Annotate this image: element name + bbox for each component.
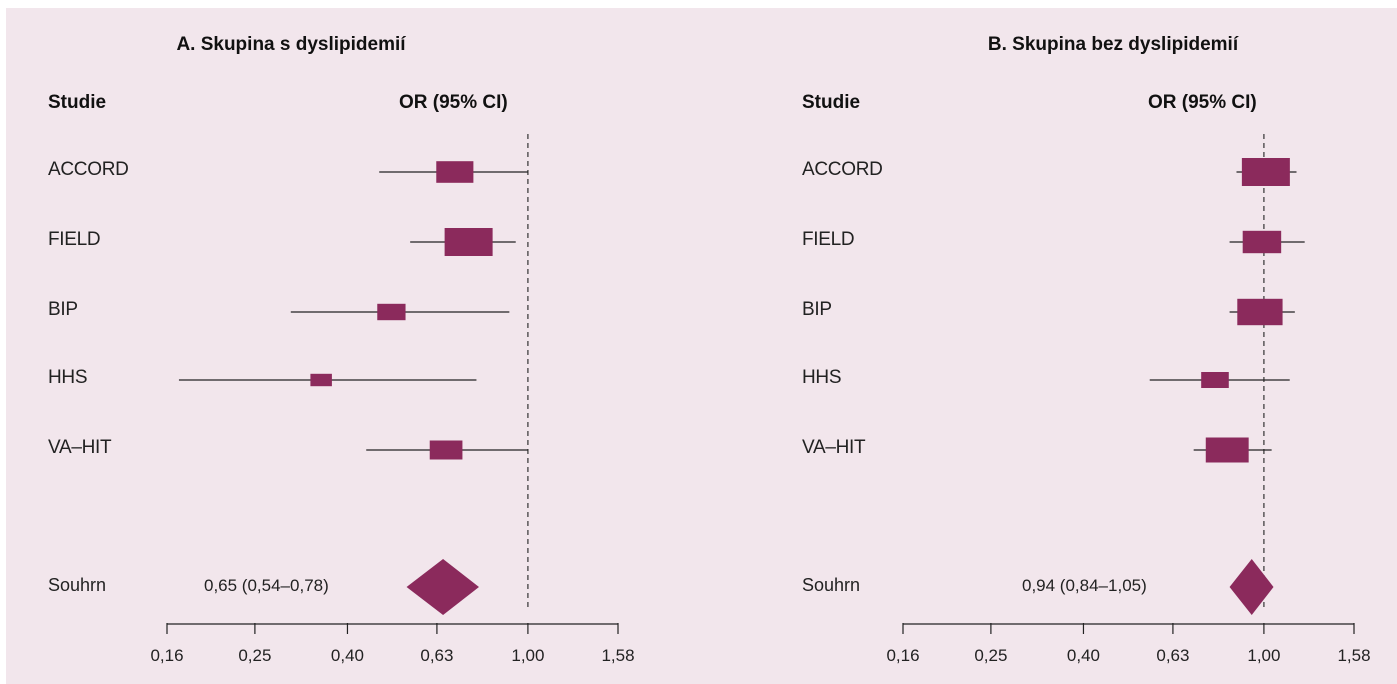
study-column-header: Studie xyxy=(802,92,861,113)
panel-a: A. Skupina s dyslipidemií Studie OR (95% C… xyxy=(6,8,701,684)
x-tick-label: 0,25 xyxy=(974,646,1007,665)
panel-title: B. Skupina bez dyslipidemií xyxy=(987,34,1239,55)
x-tick-label: 1,58 xyxy=(601,646,634,665)
study-estimate-box xyxy=(1237,298,1283,326)
forest-plot-area: 0,16 0,25 0,40 0,63 1,00 1,58 xyxy=(150,134,635,665)
x-tick-label: 1,58 xyxy=(1337,646,1370,665)
x-tick-label: 1,00 xyxy=(1247,646,1280,665)
study-label: FIELD xyxy=(802,229,855,250)
summary-label: Souhrn xyxy=(802,575,861,595)
x-tick-label: 0,16 xyxy=(150,646,183,665)
panel-b: B. Skupina bez dyslipidemií Studie OR (95%… xyxy=(756,8,1397,684)
summary-label: Souhrn xyxy=(48,575,107,595)
study-estimate-box xyxy=(436,161,474,183)
summary-diamond xyxy=(406,559,479,615)
study-estimate-box xyxy=(429,440,463,460)
study-column-header: Studie xyxy=(48,92,107,113)
study-label: VA–HIT xyxy=(48,437,112,458)
summary-value: 0,65 (0,54–0,78) xyxy=(204,576,329,595)
x-tick-label: 0,40 xyxy=(1067,646,1100,665)
study-label: HHS xyxy=(48,367,88,388)
forest-plot-figure: A. Skupina s dyslipidemií Studie OR (95% C… xyxy=(6,8,1397,684)
x-tick-label: 0,25 xyxy=(238,646,271,665)
summary-diamond xyxy=(1229,559,1274,615)
study-estimate-box xyxy=(1241,158,1290,186)
study-label: ACCORD xyxy=(802,159,883,180)
forest-plot-area: 0,16 0,25 0,40 0,63 1,00 1,58 xyxy=(886,134,1371,665)
study-label: VA–HIT xyxy=(802,437,866,458)
x-tick-label: 1,00 xyxy=(511,646,544,665)
study-estimate-box xyxy=(444,228,493,256)
or-column-header: OR (95% CI) xyxy=(1148,92,1257,113)
study-estimate-box xyxy=(377,303,406,321)
study-label: BIP xyxy=(802,299,832,320)
study-label: FIELD xyxy=(48,229,101,250)
study-label: HHS xyxy=(802,367,842,388)
or-column-header: OR (95% CI) xyxy=(399,92,508,113)
x-tick-label: 0,63 xyxy=(1156,646,1189,665)
study-label: ACCORD xyxy=(48,159,129,180)
study-label: BIP xyxy=(48,299,78,320)
panel-title: A. Skupina s dyslipidemií xyxy=(176,34,406,55)
x-tick-label: 0,40 xyxy=(331,646,364,665)
study-estimate-box xyxy=(1205,437,1249,463)
study-estimate-box xyxy=(1201,372,1229,388)
x-tick-label: 0,16 xyxy=(886,646,919,665)
x-tick-label: 0,63 xyxy=(420,646,453,665)
summary-value: 0,94 (0,84–1,05) xyxy=(1022,576,1147,595)
study-estimate-box xyxy=(310,373,332,387)
study-estimate-box xyxy=(1242,230,1282,254)
